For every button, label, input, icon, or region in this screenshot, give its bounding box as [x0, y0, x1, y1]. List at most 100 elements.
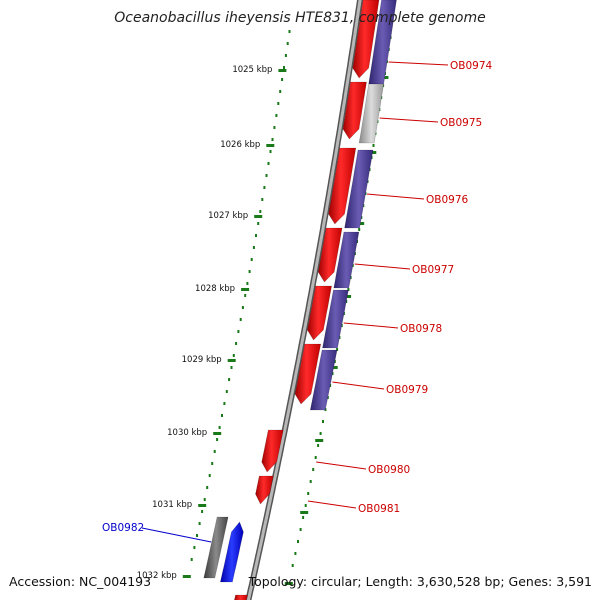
tick-dot-right [336, 348, 339, 351]
tick-mark-major [198, 504, 207, 507]
gene-label: OB0979 [386, 384, 428, 396]
tick-dot-left [288, 30, 291, 33]
tick-dot-left [228, 378, 231, 381]
tick-dot-left [283, 66, 285, 69]
tick-dot-left [279, 90, 282, 93]
tick-dot-right [322, 420, 324, 423]
tick-dot-right [307, 492, 310, 495]
tick-mark-major-right [315, 439, 324, 442]
tick-mark-major [241, 288, 250, 291]
tick-dot-right [302, 516, 305, 519]
tick-dot-left [196, 534, 198, 537]
tick-dot-left [257, 222, 260, 225]
tick-dot-right [324, 408, 327, 411]
tick-dot-left [250, 258, 253, 261]
tick-dot-left [193, 546, 196, 549]
gene-label-leader [388, 61, 449, 66]
gene-arrow-forward [352, 0, 380, 79]
tick-dot-left [225, 390, 228, 393]
tick-dot-left [208, 474, 211, 477]
tick-mark-major [278, 69, 287, 72]
tick-dot-right [347, 288, 350, 291]
tick-dot-left [198, 522, 201, 525]
tick-dot-left [263, 186, 266, 189]
gene-arrow-forward [234, 594, 248, 605]
gene-label: OB0981 [358, 503, 400, 515]
tick-dot-left [273, 126, 276, 129]
tick-mark-major [182, 575, 191, 578]
tick-dot-left [286, 42, 289, 45]
tick-mark-major [213, 432, 222, 435]
tick-dot-right [297, 540, 299, 543]
tick-dot-left [259, 210, 262, 213]
tick-dot-left [269, 150, 272, 153]
gene-label-leader [307, 500, 357, 509]
tick-label: 1029 kbp [182, 355, 222, 365]
gene-arrow-forward [342, 81, 367, 140]
accession-text: Accession: NC_004193 [9, 574, 152, 589]
tick-dot-left [267, 162, 270, 165]
gene-arrow-forward [307, 285, 332, 341]
tick-dot-left [277, 102, 280, 105]
gene-arrow-forward [255, 475, 274, 505]
tick-dot-left [230, 366, 233, 369]
gene-arrow-forward [328, 147, 357, 225]
map-title: Oceanobacillus iheyensis HTE831, complet… [114, 10, 486, 26]
gene-arrow-forward [294, 343, 322, 405]
tick-dot-left [281, 78, 284, 81]
tick-mark-major-right [284, 582, 293, 585]
tick-label: 1028 kbp [195, 284, 235, 294]
tick-label: 1032 kbp [137, 571, 177, 581]
tick-dot-left [265, 174, 268, 177]
tick-dot-right [317, 444, 320, 447]
gene-label-leader [366, 193, 425, 200]
tick-dot-left [190, 558, 193, 561]
tick-dot-right [309, 480, 312, 483]
tick-label: 1030 kbp [167, 428, 207, 438]
gene-label-leader [379, 117, 439, 123]
gene-block-dark [203, 516, 229, 579]
tick-label: 1027 kbp [208, 211, 248, 221]
tick-dot-right [299, 528, 302, 531]
tick-dot-left [235, 342, 238, 345]
tick-dot-left [255, 234, 257, 237]
tick-dot-left [221, 414, 223, 417]
gene-label-leader [343, 322, 399, 329]
tick-dot-left [271, 138, 274, 141]
tick-dot-left [261, 198, 264, 201]
tick-dot-right [314, 456, 317, 459]
tick-dot-left [275, 114, 278, 117]
tick-mark-major [254, 215, 263, 218]
gene-block-reverse-grey [358, 83, 385, 144]
tick-mark-major [227, 359, 236, 362]
tick-dot-right [291, 564, 294, 567]
gene-label: OB0976 [426, 194, 469, 206]
tick-dot-left [213, 450, 216, 453]
tick-dot-left [284, 54, 287, 57]
tick-dot-right [319, 432, 322, 435]
gene-label: OB0974 [450, 60, 493, 72]
backbone-line [245, 0, 362, 605]
gene-block-reverse [333, 231, 360, 289]
gene-arrow-highlight [220, 521, 244, 583]
tick-dot-right [294, 552, 297, 555]
tick-dot-left [223, 402, 226, 405]
tick-dot-left [201, 510, 204, 513]
gene-block-reverse [309, 349, 338, 411]
tick-dot-left [246, 282, 249, 285]
tick-dot-right [304, 504, 307, 507]
tick-mark-major-right [300, 511, 309, 514]
gene-arrow-forward [317, 227, 343, 283]
tick-dot-right [312, 468, 315, 471]
gene-label-leader-highlight [141, 527, 212, 543]
tick-dot-left [241, 306, 244, 309]
tick-mark-major [266, 144, 275, 147]
tick-dot-left [232, 354, 235, 357]
tick-dot-right [372, 144, 375, 147]
tick-dot-left [252, 246, 255, 249]
gene-arrow-forward [261, 429, 284, 473]
gene-block-reverse [344, 149, 374, 229]
gene-label: OB0980 [368, 464, 410, 476]
tick-dot-left [239, 318, 242, 321]
